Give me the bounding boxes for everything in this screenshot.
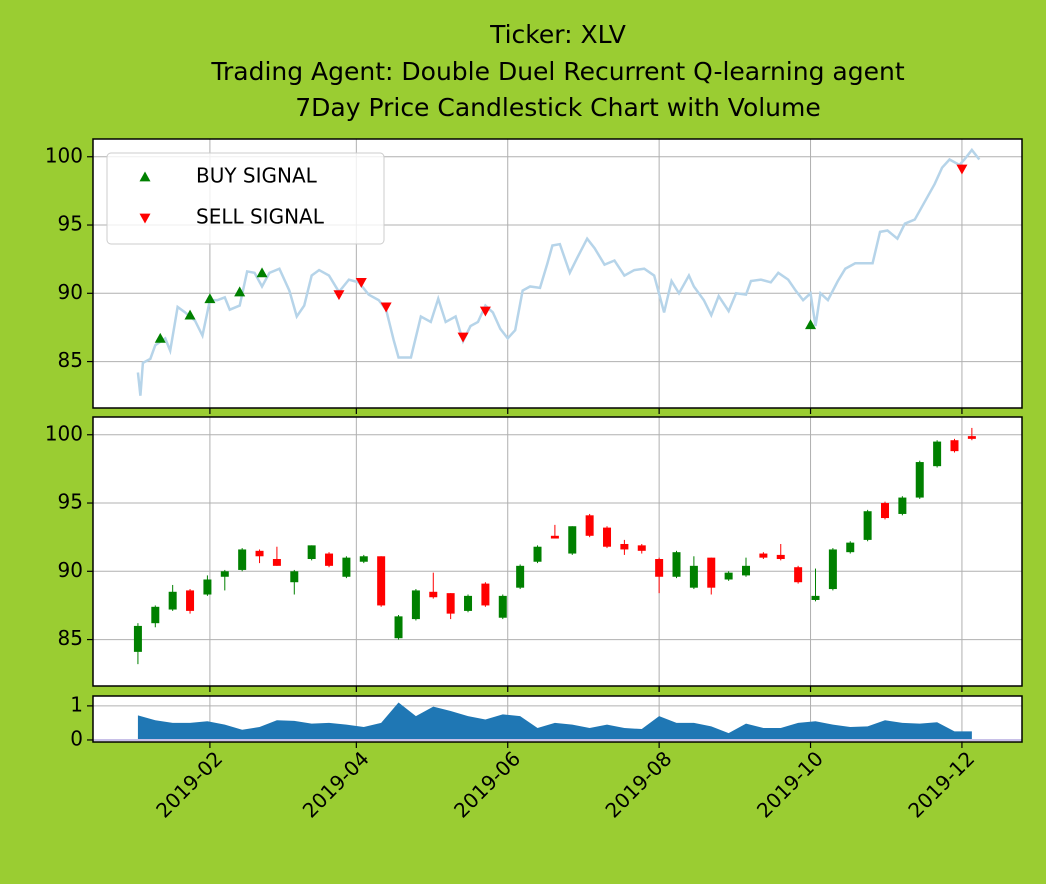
candle-body [568, 526, 577, 554]
candle-body [742, 565, 751, 576]
candle-body [186, 590, 195, 611]
candle-body [377, 556, 386, 606]
candle-body [915, 462, 924, 498]
candle-body [238, 549, 247, 570]
candle-body [603, 527, 612, 547]
candle-body [151, 606, 160, 624]
price-line [136, 147, 981, 396]
chart-title: Trading Agent: Double Duel Recurrent Q-l… [210, 57, 904, 86]
y-tick-label: 0 [70, 726, 83, 750]
signal-marker [355, 277, 367, 288]
chart-title: Ticker: XLV [489, 20, 626, 49]
candle-body [759, 553, 768, 558]
candle-body [550, 535, 559, 539]
x-tick-label: 2019-08 [600, 746, 676, 822]
candle-body [707, 557, 716, 588]
candle-body [342, 557, 351, 577]
candle-body [325, 553, 334, 566]
x-tick-label: 2019-02 [151, 746, 227, 822]
y-tick-label: 100 [45, 421, 83, 445]
signal-marker [184, 309, 196, 320]
legend-box [106, 152, 385, 245]
signal-marker [234, 286, 246, 297]
legend-label: BUY SIGNAL [196, 164, 318, 188]
candle-body [168, 591, 177, 610]
signal-marker [256, 267, 268, 278]
candle-body [880, 503, 889, 519]
signal-marker [204, 293, 216, 304]
candle-body [620, 543, 629, 550]
y-tick-label: 1 [70, 692, 83, 716]
candle-body [516, 565, 525, 588]
candle-body [724, 572, 733, 580]
y-tick-label: 90 [58, 558, 83, 582]
candle-body [446, 593, 455, 614]
signal-marker [956, 164, 968, 175]
plot-frame [92, 416, 1023, 687]
candle-body [290, 571, 299, 583]
y-tick-label: 100 [45, 143, 83, 167]
signal-marker [333, 290, 345, 301]
candle-body [828, 549, 837, 590]
candle-body [255, 550, 264, 557]
signal-marker [380, 302, 392, 313]
signal-marker [805, 319, 817, 330]
y-tick-label: 95 [58, 212, 83, 236]
y-tick-label: 85 [58, 348, 83, 372]
candle-body [394, 616, 403, 639]
candle-body [429, 591, 438, 598]
x-tick-label: 2019-04 [298, 746, 374, 822]
candle-body [464, 595, 473, 611]
candle-body [359, 556, 368, 562]
legend-marker [139, 213, 151, 224]
candle-body [863, 511, 872, 540]
candle-body [689, 565, 698, 588]
y-tick-label: 95 [58, 490, 83, 514]
candle-body [776, 554, 785, 560]
volume-area [137, 702, 972, 740]
candle-body [585, 515, 594, 536]
candle-body [794, 567, 803, 583]
candle-body [411, 590, 420, 620]
candle-body [672, 552, 681, 577]
candle-body [637, 545, 646, 551]
candle-body [811, 595, 820, 600]
candle-body [933, 441, 942, 467]
signal-marker [457, 332, 469, 343]
candle-body [307, 545, 316, 560]
plot-frame [92, 695, 1023, 743]
legend-label: SELL SIGNAL [196, 205, 325, 229]
candle-body [967, 436, 976, 439]
signal-marker [154, 332, 166, 343]
x-tick-label: 2019-12 [903, 746, 979, 822]
chart-title: 7Day Price Candlestick Chart with Volume [295, 93, 821, 122]
candle-body [846, 542, 855, 553]
plot-area [93, 417, 1022, 686]
candle-body [655, 559, 664, 577]
candle-body [950, 440, 959, 452]
candle-body [498, 595, 507, 618]
candle-body [898, 497, 907, 514]
signal-marker [479, 306, 491, 317]
candle-body [533, 546, 542, 562]
candle-body [133, 625, 142, 652]
candle-body [220, 571, 229, 577]
candle-body [272, 559, 281, 566]
y-tick-label: 90 [58, 280, 83, 304]
x-tick-label: 2019-06 [449, 746, 525, 822]
y-tick-label: 85 [58, 626, 83, 650]
x-tick-label: 2019-10 [752, 746, 828, 822]
legend: BUY SIGNAL SELL SIGNAL [106, 152, 385, 245]
candle-body [203, 579, 212, 595]
legend-marker [139, 171, 151, 182]
candle-body [481, 583, 490, 606]
plot-frame [92, 138, 1023, 409]
